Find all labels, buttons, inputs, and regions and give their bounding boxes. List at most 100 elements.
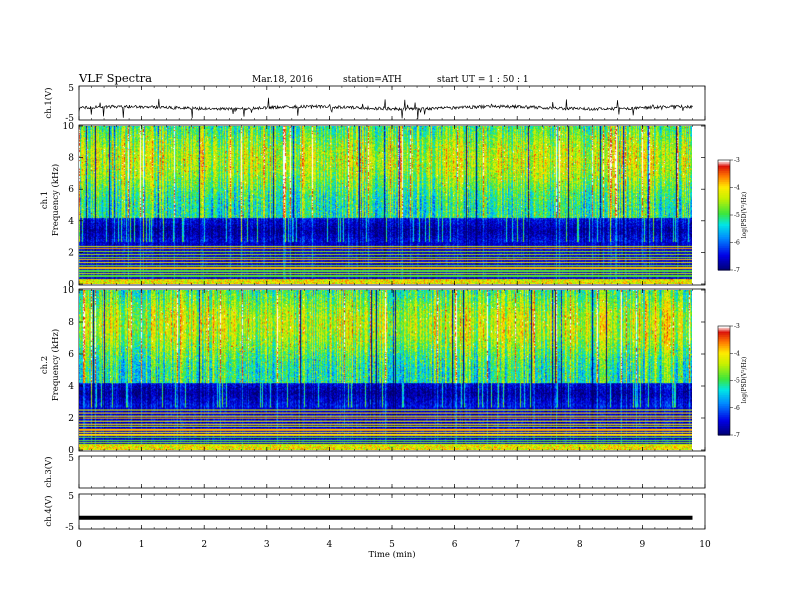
colorbar-segment (718, 218, 730, 222)
y-tick-label: 0 (68, 280, 74, 290)
colorbar-tick-label: -7 (734, 432, 740, 439)
colorbar-segment (718, 409, 730, 412)
colorbar-segment (718, 213, 730, 216)
colorbar-segment (718, 180, 730, 183)
colorbar-segment (718, 222, 730, 225)
colorbar-segment (718, 235, 730, 238)
colorbar-segment (718, 347, 730, 351)
colorbar-segment (718, 215, 730, 218)
ch1-ytick-bottom: -5 (65, 114, 74, 124)
colorbar-segment (718, 194, 730, 198)
colorbar-segment (718, 360, 730, 363)
colorbar-segment (718, 240, 730, 244)
colorbar-segment (718, 167, 730, 170)
y-tick-label: 4 (68, 382, 74, 392)
ch1-ytick-top: 5 (68, 84, 74, 94)
y-tick-label: 0 (68, 446, 74, 456)
colorbar-segment (718, 418, 730, 422)
ch3-frame (78, 455, 706, 489)
colorbar-segment (718, 373, 730, 376)
colorbar-segment (718, 171, 730, 174)
colorbar-segment (718, 244, 730, 247)
colorbar-segment (718, 169, 730, 172)
colorbar-segment (718, 176, 730, 179)
colorbar-segment (718, 172, 730, 176)
ch1-spec-ylabel-freq: Frequency (kHz) (50, 164, 61, 236)
colorbar-tick-label: -5 (734, 378, 740, 385)
colorbar-segment (718, 231, 730, 234)
colorbar-segment (718, 268, 730, 271)
colorbar-segment (718, 193, 730, 196)
colorbar-segment (718, 387, 730, 391)
colorbar-segment (718, 344, 730, 347)
colorbar-segment (718, 340, 730, 343)
colorbar-segment (718, 335, 730, 338)
colorbar-segment (718, 400, 730, 403)
colorbar-segment (718, 202, 730, 205)
colorbar-segment (718, 385, 730, 389)
colorbar-tick-label: -3 (734, 323, 740, 330)
colorbar-segment (718, 371, 730, 374)
x-tick-label: 0 (76, 540, 82, 550)
y-tick-label: 10 (63, 286, 75, 296)
colorbar-segment (718, 369, 730, 373)
colorbar-segment (718, 411, 730, 414)
colorbar-segment (718, 331, 730, 334)
colorbar-tick-label: -7 (734, 267, 740, 274)
ch4-frame (78, 493, 706, 530)
colorbar-segment (718, 345, 730, 349)
x-tick-label: 5 (389, 540, 395, 550)
ch1-colorbar: -3 -4 -5 -6 -7 (717, 157, 740, 274)
colorbar-segment (718, 342, 730, 345)
colorbar-segment (718, 404, 730, 407)
ch2-colorbar: -3 -4 -5 -6 -7 (717, 323, 740, 439)
colorbar-segment (718, 260, 730, 264)
station-label: station=ATH (343, 75, 402, 85)
y-tick-label: 2 (68, 248, 74, 258)
ch1-spec-ylabel-channel: ch.1 (40, 191, 50, 209)
figure-title: VLF Spectra (78, 71, 152, 85)
colorbar-segment (718, 220, 730, 223)
colorbar-segment (718, 365, 730, 369)
colorbar-segment (718, 384, 730, 387)
ch3-waveform-panel: 5 ch.3(V) (43, 454, 706, 489)
start-time-label: start UT = 1 : 50 : 1 (437, 75, 529, 85)
colorbar-segment (718, 358, 730, 362)
x-tick-label: 8 (577, 540, 583, 550)
colorbar-segment (718, 163, 730, 167)
colorbar-segment (718, 209, 730, 212)
colorbar-segment (718, 395, 730, 398)
colorbar-segment (718, 393, 730, 396)
colorbar-tick-label: -4 (734, 185, 740, 192)
colorbar-segment (718, 165, 730, 168)
colorbar-segment (718, 233, 730, 236)
colorbar-segment (718, 326, 730, 329)
colorbar-segment (718, 249, 730, 253)
ch4-ytick-top: 5 (68, 492, 74, 502)
colorbar-segment (718, 196, 730, 200)
colorbar-segment (718, 204, 730, 207)
colorbar-segment (718, 226, 730, 229)
time-axis-label: Time (min) (368, 549, 415, 560)
x-tick-label: 7 (514, 540, 520, 550)
colorbar-segment (718, 224, 730, 227)
colorbar-segment (718, 389, 730, 392)
colorbar-segment (718, 207, 730, 211)
y-tick-label: 2 (68, 414, 74, 424)
y-tick-label: 6 (68, 350, 74, 360)
colorbar-segment (718, 333, 730, 336)
ch1-ylabel: ch.1(V) (43, 87, 54, 118)
colorbar-segment (718, 238, 730, 242)
date-label: Mar.18, 2016 (252, 75, 313, 85)
colorbar-segment (718, 198, 730, 201)
colorbar-segment (718, 189, 730, 192)
colorbar-segment (718, 327, 730, 331)
colorbar-segment (718, 407, 730, 411)
colorbar-segment (718, 422, 730, 425)
colorbar-segment (718, 248, 730, 251)
colorbar-segment (718, 200, 730, 203)
colorbar-segment (718, 405, 730, 409)
